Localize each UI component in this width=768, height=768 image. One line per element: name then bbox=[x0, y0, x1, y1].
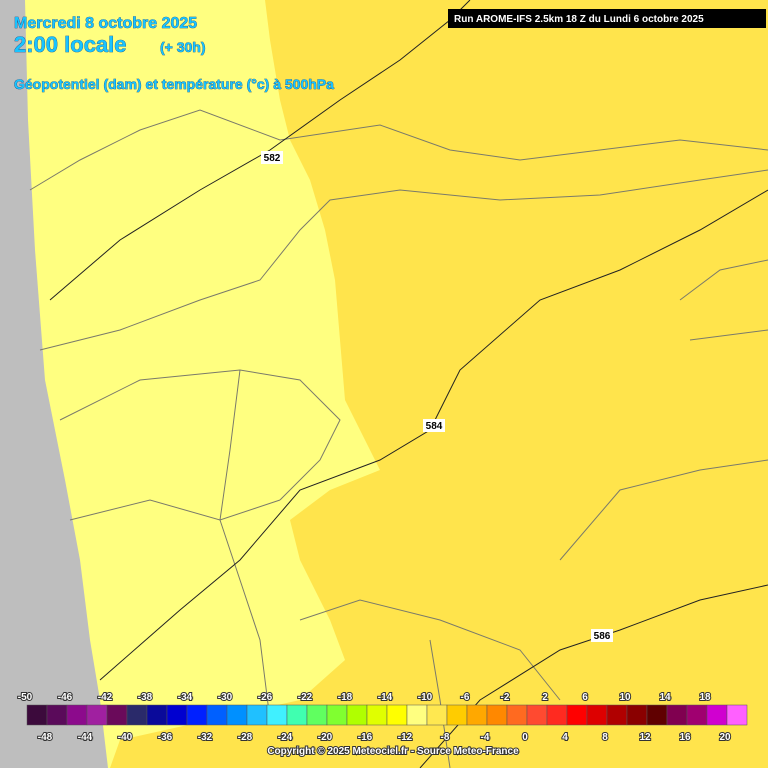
colorbar-label: -8 bbox=[441, 732, 450, 743]
yellow-region bbox=[110, 0, 768, 768]
date: Mercredi 8 octobre 2025 bbox=[14, 15, 197, 32]
colorbar-swatch bbox=[466, 704, 488, 726]
offset: (+ 30h) bbox=[160, 39, 206, 55]
colorbar-swatch bbox=[446, 704, 468, 726]
colorbar-label: 6 bbox=[582, 692, 588, 703]
colorbar-swatch bbox=[26, 704, 48, 726]
colorbar-label: -44 bbox=[78, 732, 93, 743]
colorbar-label: -36 bbox=[158, 732, 173, 743]
colorbar-swatch bbox=[586, 704, 608, 726]
colorbar-label: -26 bbox=[258, 692, 273, 703]
colorbar-label: -30 bbox=[218, 692, 233, 703]
colorbar-label: -22 bbox=[298, 692, 313, 703]
colorbar-label: -46 bbox=[58, 692, 73, 703]
subtitle: Géopotentiel (dam) et température (°c) à… bbox=[14, 76, 334, 92]
colorbar-swatch bbox=[266, 704, 288, 726]
colorbar-swatch bbox=[86, 704, 108, 726]
colorbar-swatch bbox=[526, 704, 548, 726]
colorbar-swatch bbox=[226, 704, 248, 726]
colorbar-swatch bbox=[126, 704, 148, 726]
colorbar-label: 4 bbox=[562, 732, 568, 743]
colorbar-swatch bbox=[286, 704, 308, 726]
colorbar-label: 16 bbox=[679, 732, 691, 743]
colorbar-swatch bbox=[626, 704, 648, 726]
colorbar-swatch bbox=[206, 704, 228, 726]
colorbar-swatch bbox=[546, 704, 568, 726]
contour-label: 586 bbox=[594, 631, 611, 642]
colorbar-label: 18 bbox=[699, 692, 711, 703]
colorbar-label: -18 bbox=[338, 692, 353, 703]
colorbar-swatch bbox=[606, 704, 628, 726]
colorbar-swatch bbox=[346, 704, 368, 726]
colorbar-swatch bbox=[246, 704, 268, 726]
colorbar-label: -42 bbox=[98, 692, 113, 703]
copyright: Copyright © 2025 Meteociel.fr - Source M… bbox=[267, 746, 519, 757]
colorbar-label: -14 bbox=[378, 692, 393, 703]
colorbar-swatch bbox=[386, 704, 408, 726]
colorbar-label: -38 bbox=[138, 692, 153, 703]
colorbar-swatch bbox=[426, 704, 448, 726]
colorbar-swatch bbox=[366, 704, 388, 726]
contour-label-bg bbox=[261, 151, 283, 164]
sea bbox=[0, 0, 108, 768]
colorbar-label: 20 bbox=[719, 732, 731, 743]
colorbar-label: -2 bbox=[501, 692, 510, 703]
colorbar-swatch bbox=[146, 704, 168, 726]
colorbar-label: -12 bbox=[398, 732, 413, 743]
colorbar-swatch bbox=[486, 704, 508, 726]
colorbar-label: -6 bbox=[461, 692, 470, 703]
colorbar-label: 0 bbox=[522, 732, 528, 743]
contour-label-bg bbox=[591, 629, 613, 642]
colorbar-swatch bbox=[66, 704, 88, 726]
colorbar-swatch bbox=[566, 704, 588, 726]
colorbar-swatch bbox=[186, 704, 208, 726]
colorbar-label: -48 bbox=[38, 732, 53, 743]
colorbar-label: -24 bbox=[278, 732, 293, 743]
colorbar-swatch bbox=[726, 704, 748, 726]
time: 2:00 locale bbox=[14, 32, 127, 57]
colorbar-label: -16 bbox=[358, 732, 373, 743]
contour-label-bg bbox=[423, 419, 445, 432]
colorbar-label: 8 bbox=[602, 732, 608, 743]
colorbar-label: -10 bbox=[418, 692, 433, 703]
colorbar-swatch bbox=[646, 704, 668, 726]
colorbar-swatch bbox=[106, 704, 128, 726]
colorbar-swatch bbox=[506, 704, 528, 726]
colorbar-swatch bbox=[686, 704, 708, 726]
colorbar-swatch bbox=[46, 704, 68, 726]
contour-label: 582 bbox=[264, 153, 281, 164]
colorbar-label: -32 bbox=[198, 732, 213, 743]
colorbar-label: -20 bbox=[318, 732, 333, 743]
colorbar-swatch bbox=[326, 704, 348, 726]
colorbar-swatch bbox=[166, 704, 188, 726]
colorbar-label: 14 bbox=[659, 692, 671, 703]
colorbar-label: -50 bbox=[18, 692, 33, 703]
run-info: Run AROME-IFS 2.5km 18 Z du Lundi 6 octo… bbox=[454, 14, 704, 25]
colorbar-label: -4 bbox=[481, 732, 490, 743]
colorbar-label: 12 bbox=[639, 732, 651, 743]
colorbar-swatch bbox=[706, 704, 728, 726]
contour-label: 584 bbox=[426, 421, 443, 432]
colorbar-swatch bbox=[666, 704, 688, 726]
colorbar-label: -28 bbox=[238, 732, 253, 743]
colorbar-swatch bbox=[406, 704, 428, 726]
colorbar-label: -34 bbox=[178, 692, 193, 703]
colorbar-label: 10 bbox=[619, 692, 631, 703]
run-box bbox=[448, 9, 766, 28]
colorbar-label: 2 bbox=[542, 692, 548, 703]
colorbar-swatch bbox=[306, 704, 328, 726]
colorbar-label: -40 bbox=[118, 732, 133, 743]
